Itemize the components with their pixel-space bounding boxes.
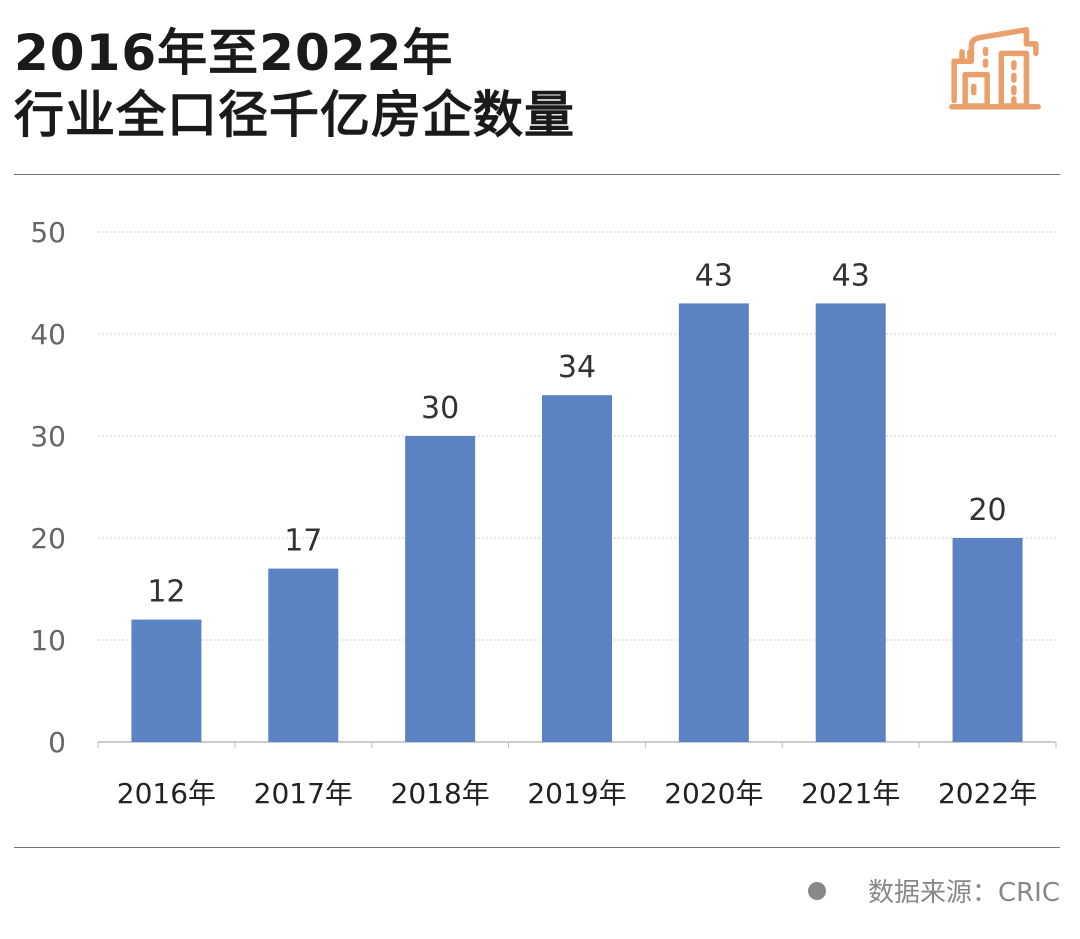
data-label: 43 — [832, 258, 870, 293]
data-label: 20 — [968, 493, 1006, 528]
data-label: 30 — [421, 391, 459, 426]
data-label: 12 — [147, 575, 185, 610]
bar — [952, 538, 1023, 742]
data-label: 43 — [695, 258, 733, 293]
bar — [131, 619, 202, 742]
y-tick-label: 40 — [30, 318, 66, 351]
title-line-1: 2016年至2022年 — [14, 24, 454, 82]
x-tick-label: 2017年 — [254, 777, 353, 810]
source-note: 数据来源：CRIC — [807, 872, 1060, 909]
y-tick-label: 20 — [30, 522, 66, 555]
top-divider — [14, 174, 1060, 175]
bar — [268, 568, 339, 742]
source-text: 数据来源：CRIC — [867, 878, 1060, 908]
y-tick-label: 50 — [30, 216, 66, 249]
chart-title: 2016年至2022年 行业全口径千亿房企数量 — [14, 22, 575, 146]
bullet-icon — [807, 881, 826, 900]
bar — [405, 436, 476, 742]
bottom-divider — [14, 847, 1060, 848]
y-tick-label: 0 — [48, 726, 66, 759]
x-tick-label: 2020年 — [664, 777, 763, 810]
x-tick-label: 2016年 — [117, 777, 216, 810]
bar — [815, 303, 886, 742]
x-tick-label: 2019年 — [527, 777, 626, 810]
y-tick-label: 30 — [30, 420, 66, 453]
data-label: 34 — [558, 350, 596, 385]
x-tick-label: 2021年 — [801, 777, 900, 810]
x-tick-label: 2022年 — [938, 777, 1037, 810]
data-label: 17 — [284, 524, 322, 559]
x-tick-label: 2018年 — [391, 777, 490, 810]
bar-chart: 0 10 20 30 40 50 12 2016年 17 2017年 30 2018年 34 2019年 4… — [30, 216, 1057, 810]
bar — [542, 395, 612, 742]
buildings-icon — [949, 27, 1041, 110]
y-tick-label: 10 — [30, 624, 66, 657]
bar — [678, 303, 749, 742]
title-line-2: 行业全口径千亿房企数量 — [14, 86, 575, 144]
